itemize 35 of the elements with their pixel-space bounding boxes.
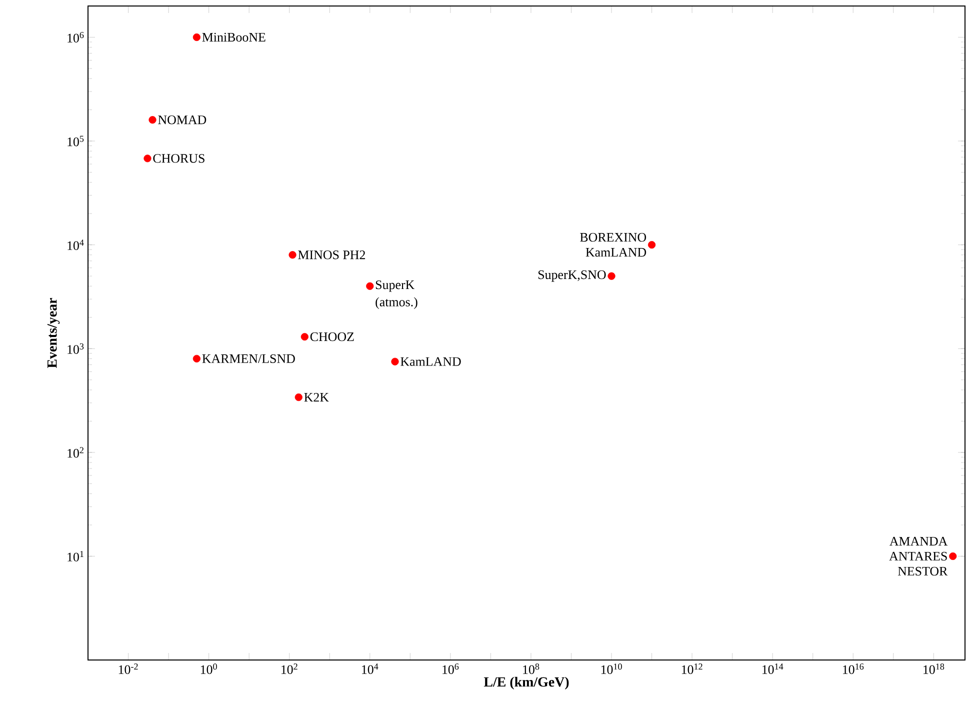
annotation: CHORUS (153, 154, 204, 163)
x-tick-label: 10$^{8}$ (523, 664, 540, 674)
x-axis-title: L/E (km/GeV) (484, 676, 569, 690)
x-tick-label: 10$^{16}$ (843, 664, 864, 674)
x-tick-label: 10$^{-2}$ (118, 664, 138, 674)
annotation: BOREXINO (580, 232, 646, 242)
y-tick-label: 10$^{4}$ (68, 240, 84, 250)
annotation: AMANDA (890, 536, 948, 546)
annotation: NESTOR (898, 566, 948, 576)
y-tick-label: 10$^{1}$ (68, 550, 84, 562)
annotation: CHOOZ (310, 332, 354, 342)
y-tick-label: 10$^{2}$ (68, 447, 84, 458)
annotation: K2K (304, 392, 329, 402)
x-tick-label: 10$^{10}$ (601, 664, 622, 674)
x-tick-label: 10$^{2}$ (282, 664, 298, 674)
annotation: SuperK,SNO (538, 270, 606, 282)
x-tick-label: 10$^{12}$ (682, 664, 702, 674)
x-tick-label: 10$^{0}$ (200, 664, 217, 674)
y-tick-label: 10$^{5}$ (68, 136, 84, 146)
annotation: SuperK (376, 280, 415, 292)
x-tick-label: 10$^{14}$ (762, 664, 784, 674)
annotation: KARMEN/LSND (202, 354, 295, 364)
annotation: MINOS PH2 (298, 250, 366, 260)
x-tick-label: 10$^{4}$ (362, 664, 378, 674)
annotation: MiniBooNE (202, 32, 266, 42)
y-tick-label: 10$^{3}$ (68, 343, 84, 354)
annotation: KamLAND (586, 248, 646, 257)
x-tick-label: 10$^{18}$ (924, 664, 944, 674)
annotation: ANTARES (889, 552, 947, 561)
annotation: (atmos.) (376, 297, 418, 309)
y-axis-title: Events/year (47, 298, 60, 368)
x-tick-label: 10$^{6}$ (442, 664, 459, 674)
y-tick-label: 10$^{6}$ (68, 32, 84, 42)
annotation: NOMAD (158, 115, 206, 124)
annotation: KamLAND (400, 357, 461, 366)
